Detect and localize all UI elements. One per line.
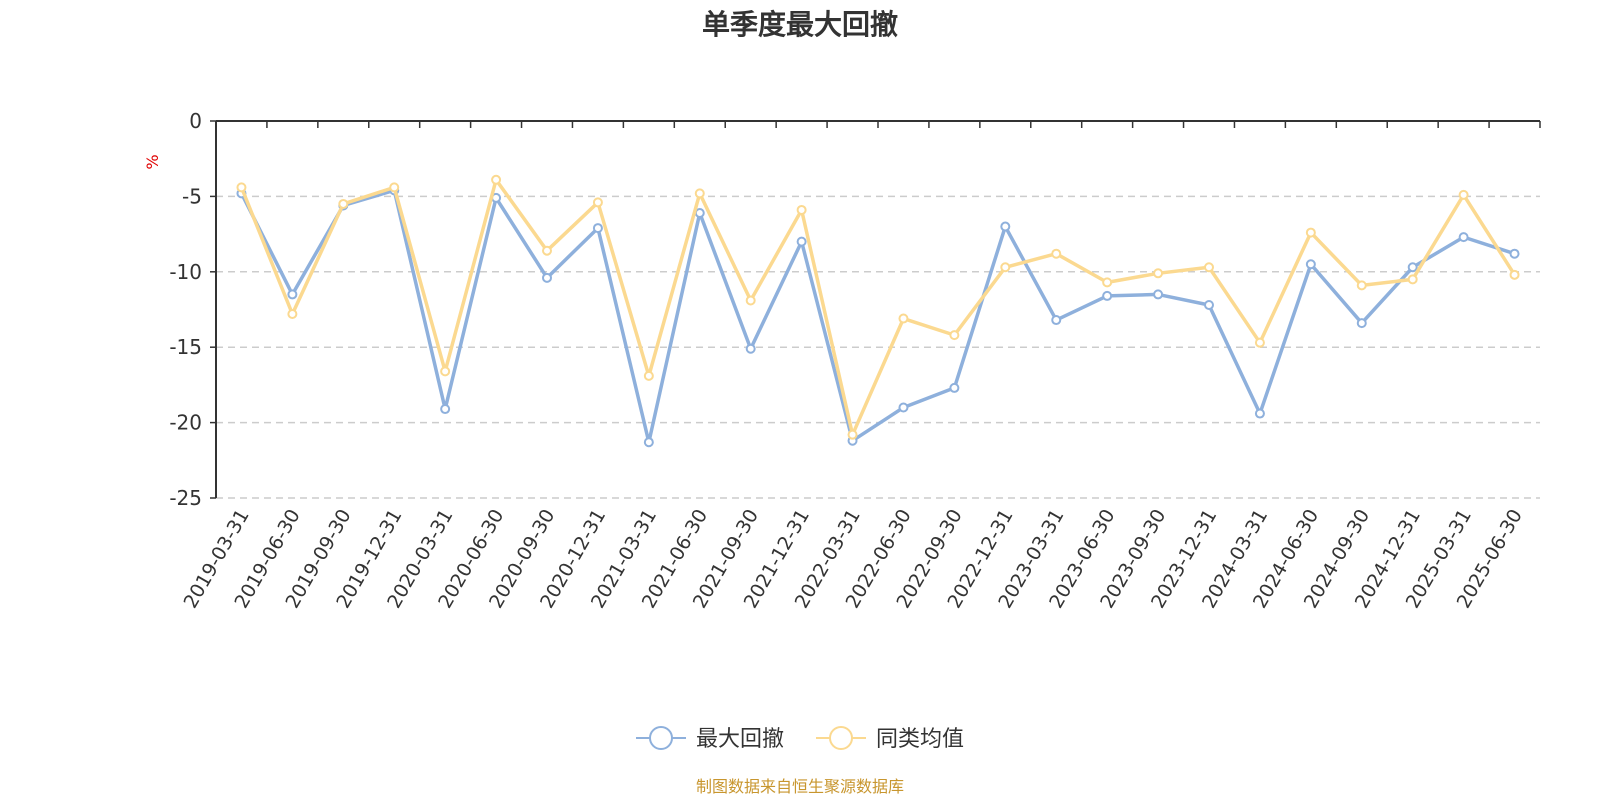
data-point — [745, 343, 756, 354]
data-point — [796, 204, 807, 215]
data-point — [592, 197, 603, 208]
chart-title: 单季度最大回撤 — [702, 8, 898, 41]
data-point — [796, 236, 807, 247]
data-point — [592, 223, 603, 234]
data-point — [1000, 221, 1011, 232]
data-point — [1458, 232, 1469, 243]
data-point — [1204, 299, 1214, 310]
y-tick-label: -20 — [169, 411, 202, 435]
y-tick-label: -10 — [169, 260, 202, 284]
data-point — [491, 174, 502, 185]
data-point — [1051, 315, 1062, 326]
data-point — [1509, 248, 1520, 259]
y-axis-unit: % — [143, 154, 162, 169]
legend-marker — [649, 726, 673, 750]
data-point — [643, 370, 654, 381]
data-point — [1407, 262, 1418, 273]
data-point — [1407, 274, 1418, 285]
y-tick-label: 0 — [189, 109, 202, 133]
data-point — [1254, 408, 1265, 419]
data-point — [847, 429, 858, 440]
data-point — [694, 207, 705, 218]
series-layer — [236, 174, 1520, 448]
series-2 — [236, 174, 1520, 440]
y-tick-label: -25 — [169, 486, 202, 510]
data-point — [389, 182, 400, 193]
x-axis-ticks: 2019-03-312019-06-302019-09-302019-12-31… — [180, 505, 1527, 612]
data-point — [898, 402, 909, 413]
data-point — [949, 382, 960, 393]
data-point — [1305, 227, 1316, 238]
y-tick-label: -5 — [182, 184, 202, 208]
source-note: 制图数据来自恒生聚源数据库 — [696, 777, 904, 796]
legend-label: 同类均值 — [876, 727, 964, 752]
data-point — [338, 198, 349, 209]
data-point — [1254, 337, 1265, 348]
data-point — [1204, 262, 1214, 273]
data-point — [287, 289, 298, 300]
data-point — [643, 437, 654, 448]
data-point — [440, 366, 451, 377]
y-tick-label: -15 — [169, 335, 202, 359]
y-axis-ticks: 0 -5 -10 -15 -20 -25 — [169, 109, 202, 510]
data-point — [1000, 262, 1011, 273]
data-point — [1458, 189, 1469, 200]
data-point — [1509, 269, 1520, 280]
data-point — [745, 295, 756, 306]
data-point — [542, 272, 552, 283]
data-point — [1153, 268, 1164, 279]
series-line — [239, 178, 1517, 437]
legend[interactable]: 最大回撤 同类均值 — [636, 726, 964, 752]
data-point — [1305, 259, 1316, 270]
legend-item-1[interactable]: 最大回撤 — [636, 726, 784, 752]
data-point — [1102, 290, 1113, 301]
data-point — [440, 404, 451, 415]
data-point — [542, 245, 552, 256]
axes — [210, 120, 1541, 499]
data-point — [1356, 280, 1367, 291]
data-point — [1051, 248, 1062, 259]
grid-lines — [216, 195, 1540, 499]
data-point — [694, 188, 705, 199]
data-point — [236, 182, 247, 193]
series-line — [239, 188, 1516, 444]
legend-item-2[interactable]: 同类均值 — [816, 726, 964, 752]
data-point — [898, 313, 909, 324]
data-point — [949, 330, 960, 341]
legend-marker — [829, 726, 853, 750]
data-point — [1102, 277, 1113, 288]
data-point — [287, 309, 298, 320]
data-point — [1153, 289, 1164, 300]
legend-label: 最大回撤 — [696, 727, 784, 752]
data-point — [1356, 318, 1367, 329]
